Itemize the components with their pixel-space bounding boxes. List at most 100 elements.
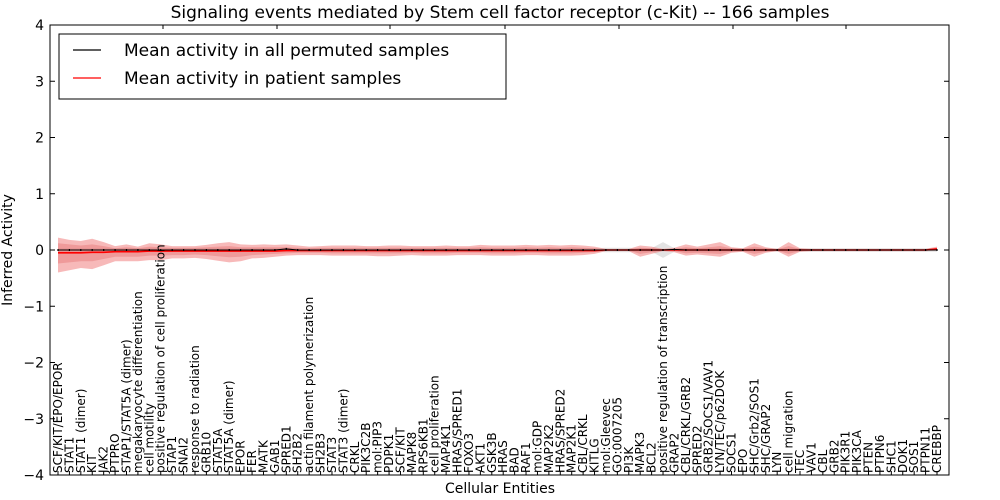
permuted-point [479, 249, 481, 251]
x-tick-label: GSK3B [485, 432, 499, 473]
x-tick-label: PIK3C2B [359, 422, 373, 473]
permuted-point [673, 248, 675, 251]
permuted-point [274, 249, 276, 251]
permuted-point [753, 249, 755, 251]
x-tick-label: CRKL [348, 441, 362, 473]
x-tick-label: CREBBP [930, 425, 944, 473]
x-tick-label: MAP2K1 [565, 424, 579, 473]
x-tick-label: STAT5A [211, 428, 225, 473]
x-tick-label: STAP1 [165, 436, 179, 473]
x-tick-label: KITLG [588, 438, 602, 473]
x-tick-label: MAP2K2 [542, 424, 556, 473]
x-tick-label: FER [245, 450, 259, 473]
permuted-point [125, 249, 128, 251]
x-tick-label: PTPN11 [919, 427, 933, 473]
x-tick-label: SH2B2 [291, 433, 305, 473]
top-ticks [162, 25, 847, 29]
permuted-point [491, 249, 493, 251]
x-tick-label: MAPK8 [405, 432, 419, 473]
permuted-point [810, 249, 812, 251]
permuted-point [879, 249, 881, 251]
x-tick-label: GRB2/SOCS1/VAV1 [702, 360, 716, 473]
x-tick-label: VAV1 [804, 442, 818, 473]
x-tick-label: PIK3CA [850, 429, 864, 473]
x-tick-label: mol:GDP [531, 421, 545, 473]
permuted-point [148, 249, 150, 251]
x-tick-label: SNAI2 [177, 437, 191, 473]
permuted-point [548, 249, 550, 251]
permuted-point [502, 249, 504, 251]
permuted-point [799, 249, 801, 251]
x-tick-label: MAP4K1 [439, 424, 453, 473]
permuted-point [377, 249, 379, 251]
permuted-point [308, 249, 310, 251]
permuted-point [171, 249, 173, 251]
y-tick-label: −1 [23, 299, 44, 315]
x-axis-label: Cellular Entities [445, 481, 555, 497]
x-tick-label: STAT3 [325, 437, 339, 473]
permuted-point [114, 249, 116, 251]
permuted-point [354, 249, 356, 251]
x-tick-label: SPRED2 [690, 425, 704, 473]
permuted-point [422, 249, 424, 251]
x-tick-label: cell proliferation [428, 375, 442, 473]
y-axis: 4 3 2 1 0 −1 −2 −3 −4 [23, 18, 949, 484]
x-tick-label: response to radiation [188, 345, 202, 473]
x-tick-label: positive regulation of cell proliferatio… [154, 244, 168, 473]
x-tick-label: GRAP2 [667, 433, 681, 473]
x-tick-label: megakaryocyte differentiation [131, 291, 145, 473]
permuted-point [559, 249, 561, 251]
x-tick-label: DOK1 [896, 439, 910, 473]
x-tick-label: PIK3R1 [839, 431, 853, 473]
x-tick-label: actin filament polymerization [302, 297, 316, 473]
x-tick-label: GRB10 [199, 432, 213, 473]
permuted-point [936, 249, 938, 251]
x-tick-label: MAPK3 [633, 432, 647, 473]
x-tick-label: PDPK1 [382, 434, 396, 473]
x-tick-label: LYN/TEC/p62DOK [713, 370, 727, 473]
permuted-point [228, 249, 230, 251]
x-tick-label: PTEN [862, 442, 876, 473]
x-tick-label: FOXO3 [462, 433, 476, 473]
x-tick-label: STAT3 (dimer) [336, 389, 350, 473]
x-tick-label: AKT1 [473, 443, 487, 473]
x-tick-label: positive regulation of transcription [656, 266, 670, 473]
permuted-point [251, 249, 253, 251]
x-tick-label: RPS6KB1 [416, 418, 430, 473]
permuted-point [902, 249, 904, 251]
lines-layer [57, 247, 938, 254]
permuted-point [285, 247, 287, 250]
x-tick-label: HRAS [496, 440, 510, 473]
x-tick-label: STAT1 [62, 437, 76, 473]
y-tick-label: 3 [35, 74, 44, 90]
permuted-point [525, 249, 527, 251]
x-tick-label: TEC [793, 450, 807, 474]
permuted-point [639, 249, 641, 251]
x-tick-label: SCF/KIT/EPO/EPOR [51, 362, 65, 473]
permuted-point [765, 249, 767, 251]
x-tick-label: cell motility [142, 403, 156, 473]
permuted-point [456, 249, 459, 251]
x-tick-label: PI3K [622, 446, 636, 473]
y-tick-label: −3 [23, 412, 44, 428]
x-tick-label: MATK [257, 439, 271, 473]
permuted-point [468, 249, 470, 251]
legend-box [58, 33, 507, 100]
x-tick-label: RAF1 [519, 442, 533, 473]
permuted-point [194, 249, 196, 251]
x-tick-label: SOS1 [907, 441, 921, 473]
y-tick-label: −2 [23, 356, 44, 372]
legend-label-permuted: Mean activity in all permuted samples [124, 41, 449, 61]
permuted-point [708, 249, 710, 251]
permuted-point [719, 249, 721, 251]
x-tick-label: HRAS/SPRED1 [451, 389, 465, 473]
y-tick-label: 4 [35, 18, 44, 34]
x-tick-label: CBL [816, 449, 830, 473]
y-tick-label: 1 [35, 187, 44, 203]
permuted-point [856, 249, 858, 251]
permuted-point [57, 249, 59, 251]
y-tick-label: 2 [35, 131, 44, 147]
permuted-point [776, 249, 778, 251]
permuted-point [399, 249, 402, 251]
